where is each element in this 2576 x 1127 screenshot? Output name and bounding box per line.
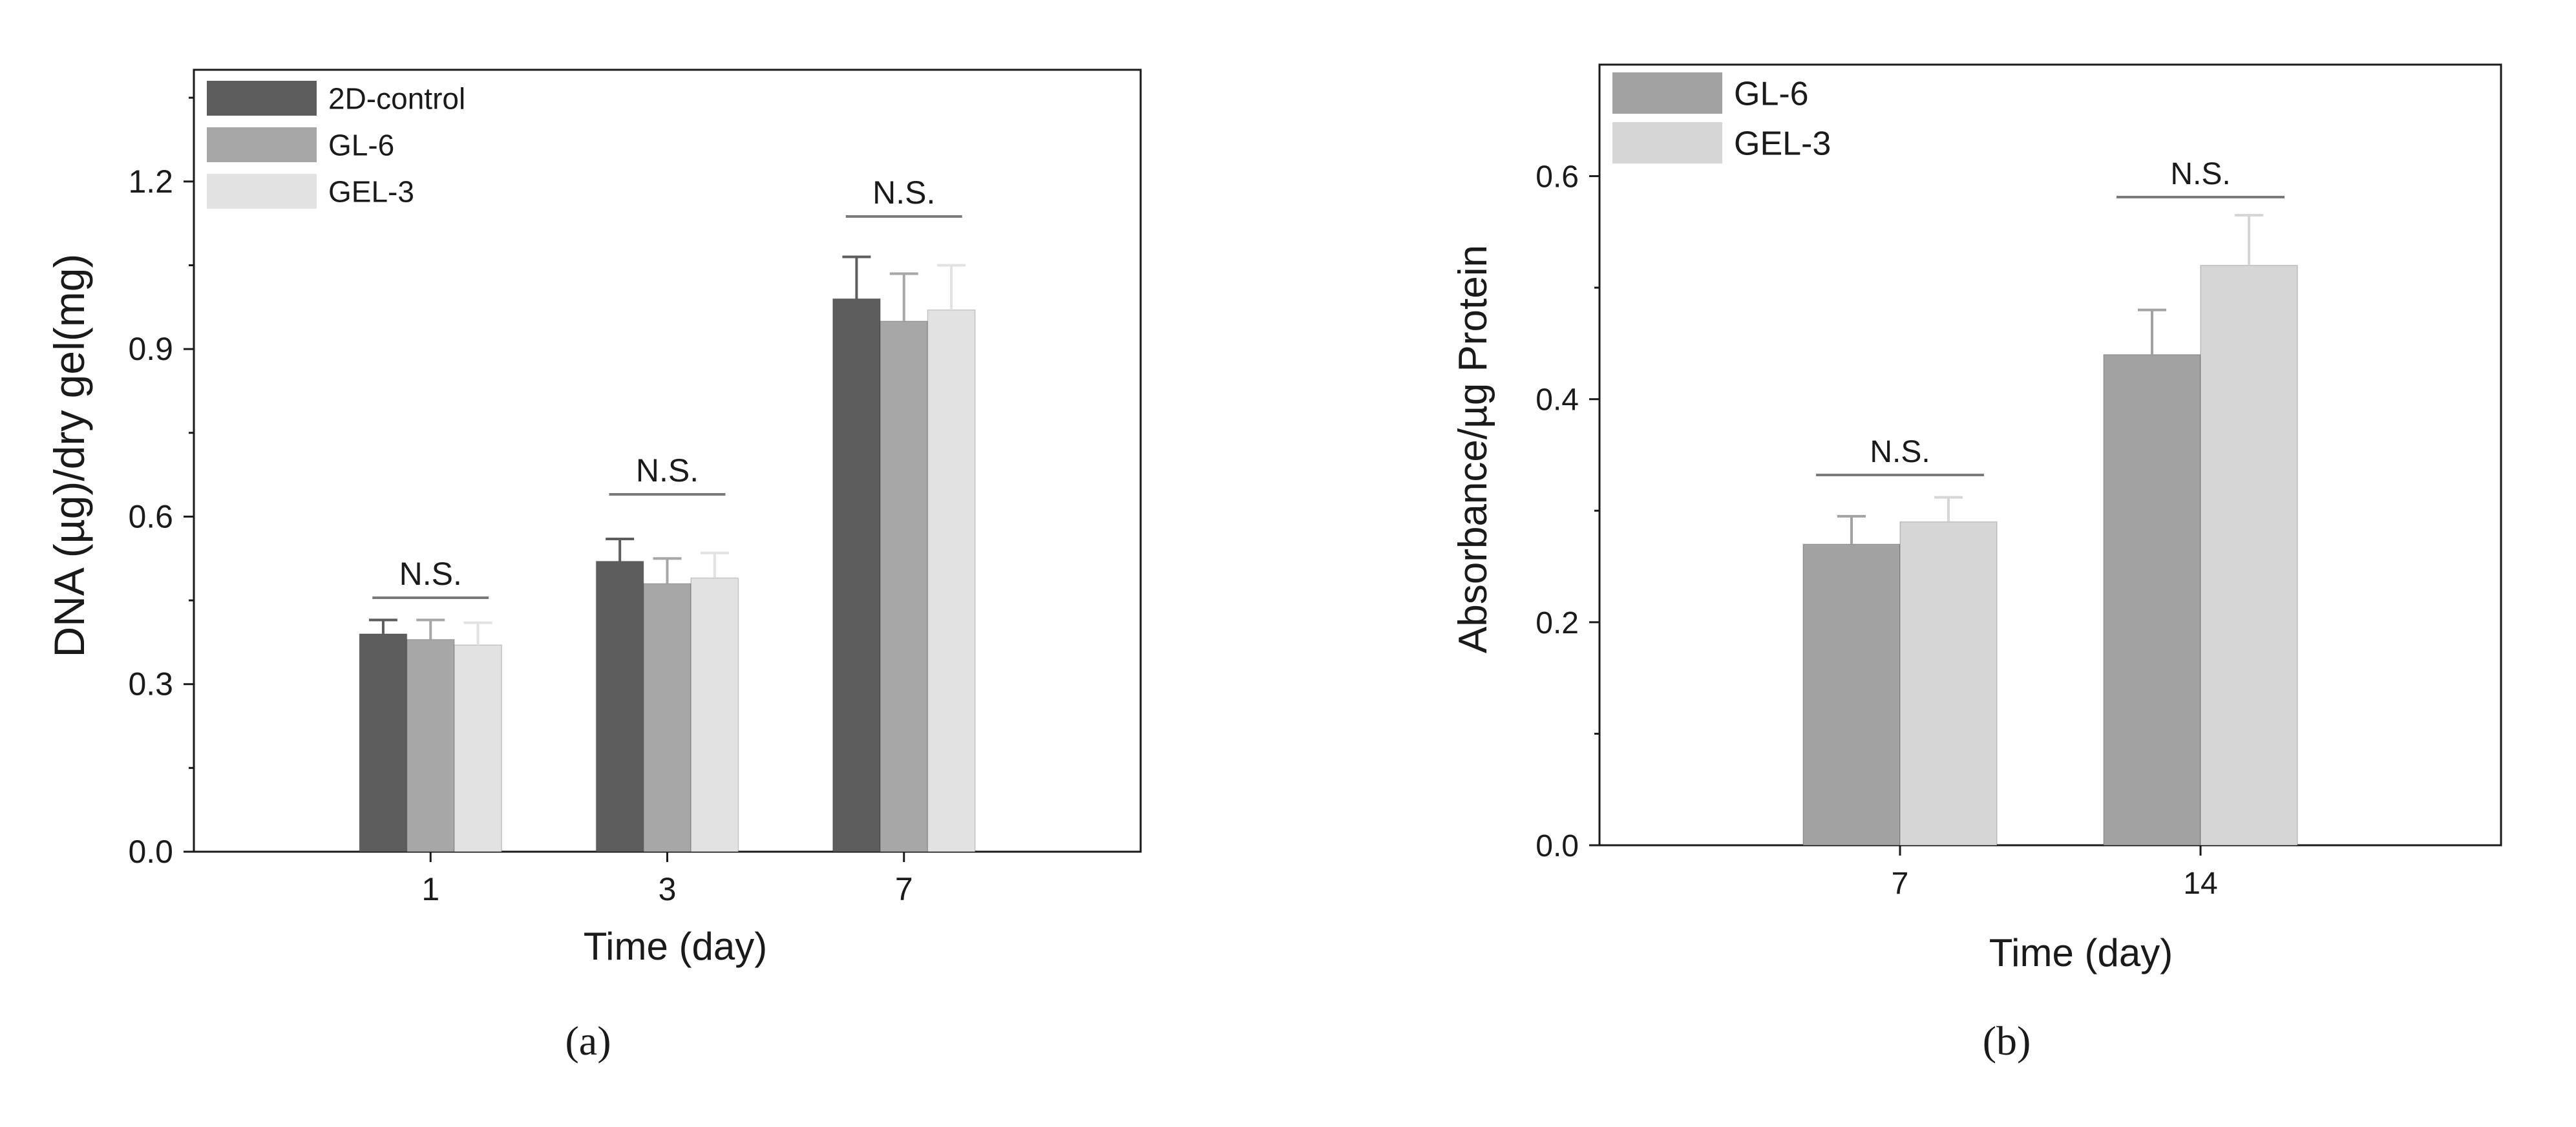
legend-label: GEL-3	[1734, 125, 1831, 163]
legend-swatch	[207, 81, 317, 116]
x-tick-label: 1	[421, 871, 439, 907]
panel-b-y-axis-title: Absorbance/µg Protein	[1451, 245, 1495, 653]
panel-a-x-axis-title: Time (day)	[584, 925, 767, 968]
y-tick-label: 0.6	[128, 498, 173, 534]
bar	[359, 633, 408, 852]
panel-a-y-axis-title: DNA (µg)/dry gel(mg)	[45, 254, 93, 658]
bar	[927, 309, 976, 852]
significance-label: N.S.	[1870, 435, 1930, 469]
y-tick-label: 0.6	[1536, 160, 1579, 195]
x-tick-label: 3	[659, 871, 677, 907]
y-tick-label: 1.2	[128, 163, 173, 200]
bar	[1802, 543, 1901, 846]
y-tick-label: 0.4	[1536, 383, 1579, 417]
legend-swatch	[1612, 122, 1722, 163]
legend-swatch	[207, 174, 317, 209]
bar	[595, 560, 644, 852]
panel-b-chart: 0.0 0.2 0.4 0.6 7 14 N.S. N.S. GL-6 GEL-3 Absorba…	[1451, 63, 2502, 1064]
legend-label: GEL-3	[328, 175, 414, 209]
bar	[1899, 521, 1998, 846]
legend-swatch	[1612, 72, 1722, 114]
legend-label: 2D-control	[328, 82, 465, 116]
bar	[690, 577, 739, 852]
bar	[2103, 353, 2201, 846]
legend-label: GL-6	[1734, 76, 1809, 113]
bar	[454, 644, 503, 852]
y-tick-label: 0.0	[1536, 829, 1579, 863]
bar	[880, 321, 929, 852]
bar	[643, 583, 692, 852]
x-tick-label: 7	[1892, 867, 1909, 901]
significance-label: N.S.	[636, 452, 699, 489]
panel-a-label: (a)	[565, 1018, 611, 1064]
y-tick-label: 0.3	[128, 666, 173, 702]
bar	[406, 638, 455, 852]
panel-a-plot-area: 0.0 0.3 0.6 0.9 1.2 1 3 7 N.S. N.S. N.S. 2D-control…	[128, 68, 1142, 907]
panel-b-plot-area: 0.0 0.2 0.4 0.6 7 14 N.S. N.S. GL-6 GEL-3	[1536, 63, 2502, 901]
y-tick-label: 0.2	[1536, 606, 1579, 640]
panel-b-label: (b)	[1983, 1018, 2031, 1064]
bar	[2200, 264, 2298, 846]
x-tick-label: 7	[895, 871, 913, 907]
bar	[832, 298, 881, 852]
significance-label: N.S.	[399, 556, 462, 592]
significance-label: N.S.	[2170, 157, 2230, 191]
y-tick-label: 0.0	[128, 834, 173, 870]
plot-frame	[1598, 63, 2502, 847]
significance-label: N.S.	[872, 174, 935, 211]
x-tick-label: 14	[2183, 867, 2217, 901]
y-tick-label: 0.9	[128, 331, 173, 367]
legend-swatch	[207, 127, 317, 162]
panel-a-chart: 0.0 0.3 0.6 0.9 1.2 1 3 7 N.S. N.S. N.S. 2D-control…	[45, 68, 1142, 1064]
panel-b-x-axis-title: Time (day)	[1989, 931, 2173, 974]
legend-label: GL-6	[328, 129, 394, 162]
